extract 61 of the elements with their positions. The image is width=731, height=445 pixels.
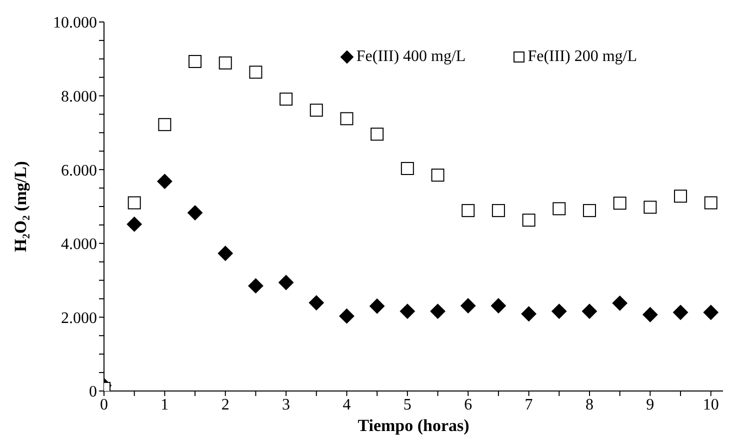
point [218,246,233,261]
point [431,168,444,182]
point [310,104,323,117]
x-tick-label: 6 [464,396,472,414]
y-tick-label: 4.000 [61,236,97,254]
x-tick-label: 4 [342,396,351,414]
y-tick-label: 2.000 [61,310,97,327]
point [522,214,536,227]
point [157,174,172,189]
x-tick-label: 3 [282,396,290,414]
point [703,304,718,320]
point [278,275,294,290]
y-tick-label: 0 [89,384,97,401]
x-tick-label: 0 [100,396,108,414]
point [188,54,202,68]
point [582,304,597,319]
x-tick-label: 2 [221,396,230,414]
point [128,196,141,210]
y-tick-label: 8.000 [61,88,97,106]
point [308,295,324,310]
point [400,304,415,319]
point [248,278,264,294]
point [218,56,232,70]
point [582,204,596,218]
x-tick-label: 7 [524,396,533,414]
point [552,202,566,216]
legend-label: Fe(III) 400 mg/L [356,48,466,66]
point [280,92,293,106]
point [400,162,414,175]
point [642,307,658,322]
x-tick-label: 9 [646,396,654,414]
point [370,298,385,314]
point [460,298,476,314]
point [552,304,567,319]
x-tick-label: 10 [702,396,719,414]
point [674,190,688,203]
y-tick-label: 10.000 [53,14,97,32]
x-tick-label: 1 [160,396,169,414]
x-tick-label: 8 [585,396,594,414]
point [339,308,354,324]
y-axis-title: H₂O₂ (mg/L) [11,161,30,252]
point [370,128,384,141]
point [126,216,142,232]
x-tick-label: 5 [403,396,412,414]
point [430,304,446,319]
point [612,296,628,311]
x-axis-title: Tiempo (horas) [358,416,470,435]
point [158,118,172,132]
legend-label: Fe(III) 200 mg/L [528,48,637,66]
point [521,306,536,322]
point [462,204,475,218]
point [490,298,506,314]
point [340,112,354,126]
point [492,204,505,218]
point [644,200,657,214]
point [704,196,718,210]
point [673,304,688,320]
point [188,205,203,220]
point [249,66,262,79]
y-tick-label: 6.000 [61,162,97,180]
point [613,196,626,210]
